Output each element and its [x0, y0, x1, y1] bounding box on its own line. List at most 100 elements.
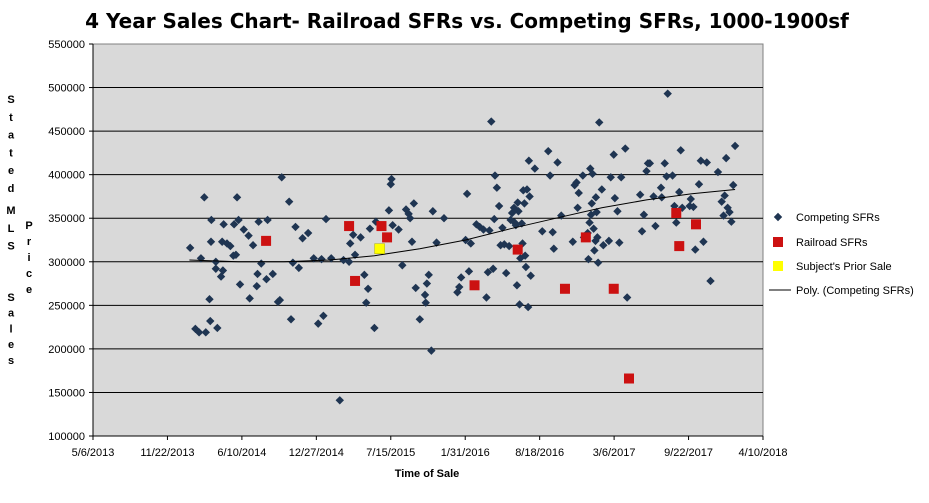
- competing-sfr-point: [713, 167, 723, 177]
- competing-sfr-point: [291, 222, 300, 232]
- competing-sfr-point: [420, 290, 430, 300]
- competing-sfr-point: [488, 264, 498, 273]
- competing-sfr-point: [668, 171, 677, 180]
- competing-sfr-point: [574, 188, 583, 198]
- competing-sfr-point: [657, 193, 666, 202]
- y-tick-label: 400000: [48, 170, 85, 182]
- competing-sfr-point: [232, 193, 242, 202]
- competing-sfr-point: [213, 323, 222, 333]
- competing-sfr-point: [727, 217, 736, 226]
- legend-label: Subject's Prior Sale: [796, 261, 892, 273]
- competing-sfr-point: [252, 281, 261, 291]
- competing-sfr-point: [494, 201, 504, 211]
- competing-sfr-point: [490, 214, 499, 224]
- competing-sfr-point: [588, 169, 597, 178]
- y-tick-label: 350000: [48, 213, 85, 225]
- competing-sfr-point: [263, 215, 272, 225]
- competing-sfr-point: [517, 219, 526, 228]
- competing-sfr-point: [521, 262, 531, 272]
- competing-sfr-point: [464, 267, 474, 276]
- competing-sfr-point: [610, 193, 620, 203]
- competing-sfr-point: [346, 239, 355, 248]
- competing-sfr-point: [466, 239, 476, 248]
- railroad-sfr-point: [671, 207, 682, 218]
- competing-sfr-point: [284, 197, 294, 206]
- competing-sfr-point: [637, 227, 647, 236]
- competing-sfr-point: [568, 237, 577, 246]
- competing-sfr-point: [572, 178, 581, 187]
- railroad-sfr-point: [624, 373, 634, 384]
- competing-sfr-point: [244, 231, 253, 240]
- competing-sfr-point: [207, 215, 216, 225]
- competing-sfr-point: [245, 294, 254, 303]
- competing-sfr-point: [586, 164, 595, 173]
- railroad-sfr-point: [382, 232, 393, 243]
- competing-sfr-point: [362, 298, 371, 307]
- competing-sfr-point: [405, 214, 415, 223]
- competing-sfr-point: [226, 241, 235, 251]
- competing-sfr-point: [248, 241, 258, 250]
- competing-sfr-point: [719, 211, 728, 220]
- x-axis-title: Time of Sale: [395, 468, 460, 480]
- competing-sfr-point: [428, 207, 438, 216]
- legend: Competing SFRs Railroad SFRs Subject's Pri…: [769, 212, 914, 297]
- railroad-sfr-point: [580, 232, 591, 243]
- competing-sfr-point: [422, 279, 432, 288]
- competing-sfr-point: [384, 206, 394, 215]
- competing-sfr-point: [523, 302, 533, 312]
- competing-sfr-point: [549, 244, 559, 253]
- competing-sfr-point: [635, 190, 645, 199]
- y-tick-label: 150000: [48, 387, 85, 399]
- competing-sfr-point: [504, 241, 514, 251]
- competing-sfr-point: [482, 293, 491, 302]
- railroad-sfr-point: [512, 244, 523, 255]
- competing-sfr-point: [398, 261, 407, 270]
- competing-sfr-point: [591, 193, 601, 202]
- competing-sfr-point: [194, 328, 204, 337]
- competing-sfr-point: [294, 263, 304, 273]
- competing-sfr-point: [409, 199, 419, 208]
- competing-sfr-point: [386, 180, 395, 189]
- competing-sfr-point: [615, 238, 624, 247]
- poly-trendline: [189, 189, 736, 263]
- competing-sfr-point: [514, 207, 523, 216]
- competing-sfr-point: [485, 226, 494, 235]
- competing-sfr-point: [191, 324, 200, 334]
- competing-sfr-point: [597, 185, 607, 194]
- legend-label: Railroad SFRs: [796, 237, 868, 249]
- competing-sfr-point: [706, 276, 715, 286]
- competing-sfr-point: [511, 220, 521, 230]
- competing-sfr-point: [609, 150, 618, 159]
- competing-sfr-point: [185, 243, 195, 253]
- competing-sfr-point: [592, 207, 601, 217]
- competing-sfr-point: [524, 156, 534, 165]
- railroad-sfr-point: [350, 275, 361, 286]
- competing-sfr-point: [201, 328, 210, 337]
- competing-sfr-point: [720, 191, 729, 200]
- competing-sfr-point: [622, 293, 632, 302]
- competing-sfr-point: [639, 210, 649, 219]
- competing-sfr-point: [363, 284, 373, 293]
- railroad-sfr-point: [261, 235, 272, 246]
- competing-sfr-point: [599, 241, 608, 250]
- railroad-sfr-point: [691, 219, 701, 230]
- competing-sfr-point: [662, 172, 671, 181]
- y-tick-label: 100000: [48, 431, 85, 443]
- competing-sfr-point: [344, 257, 354, 266]
- competing-sfr-point: [455, 282, 464, 292]
- railroad-sfr-point: [608, 283, 619, 294]
- competing-sfr-point: [645, 159, 655, 168]
- competing-sfr-point: [691, 245, 700, 254]
- competing-sfr-point: [234, 215, 243, 225]
- competing-sfr-point: [415, 315, 425, 324]
- y-tick-label: 500000: [48, 83, 85, 95]
- competing-sfr-point: [642, 166, 651, 176]
- y-tick-label: 550000: [48, 39, 85, 51]
- competing-sfr-point: [462, 189, 472, 199]
- competing-sfr-point: [656, 183, 666, 192]
- competing-sfr-point: [254, 217, 263, 226]
- competing-sfr-point: [606, 173, 615, 182]
